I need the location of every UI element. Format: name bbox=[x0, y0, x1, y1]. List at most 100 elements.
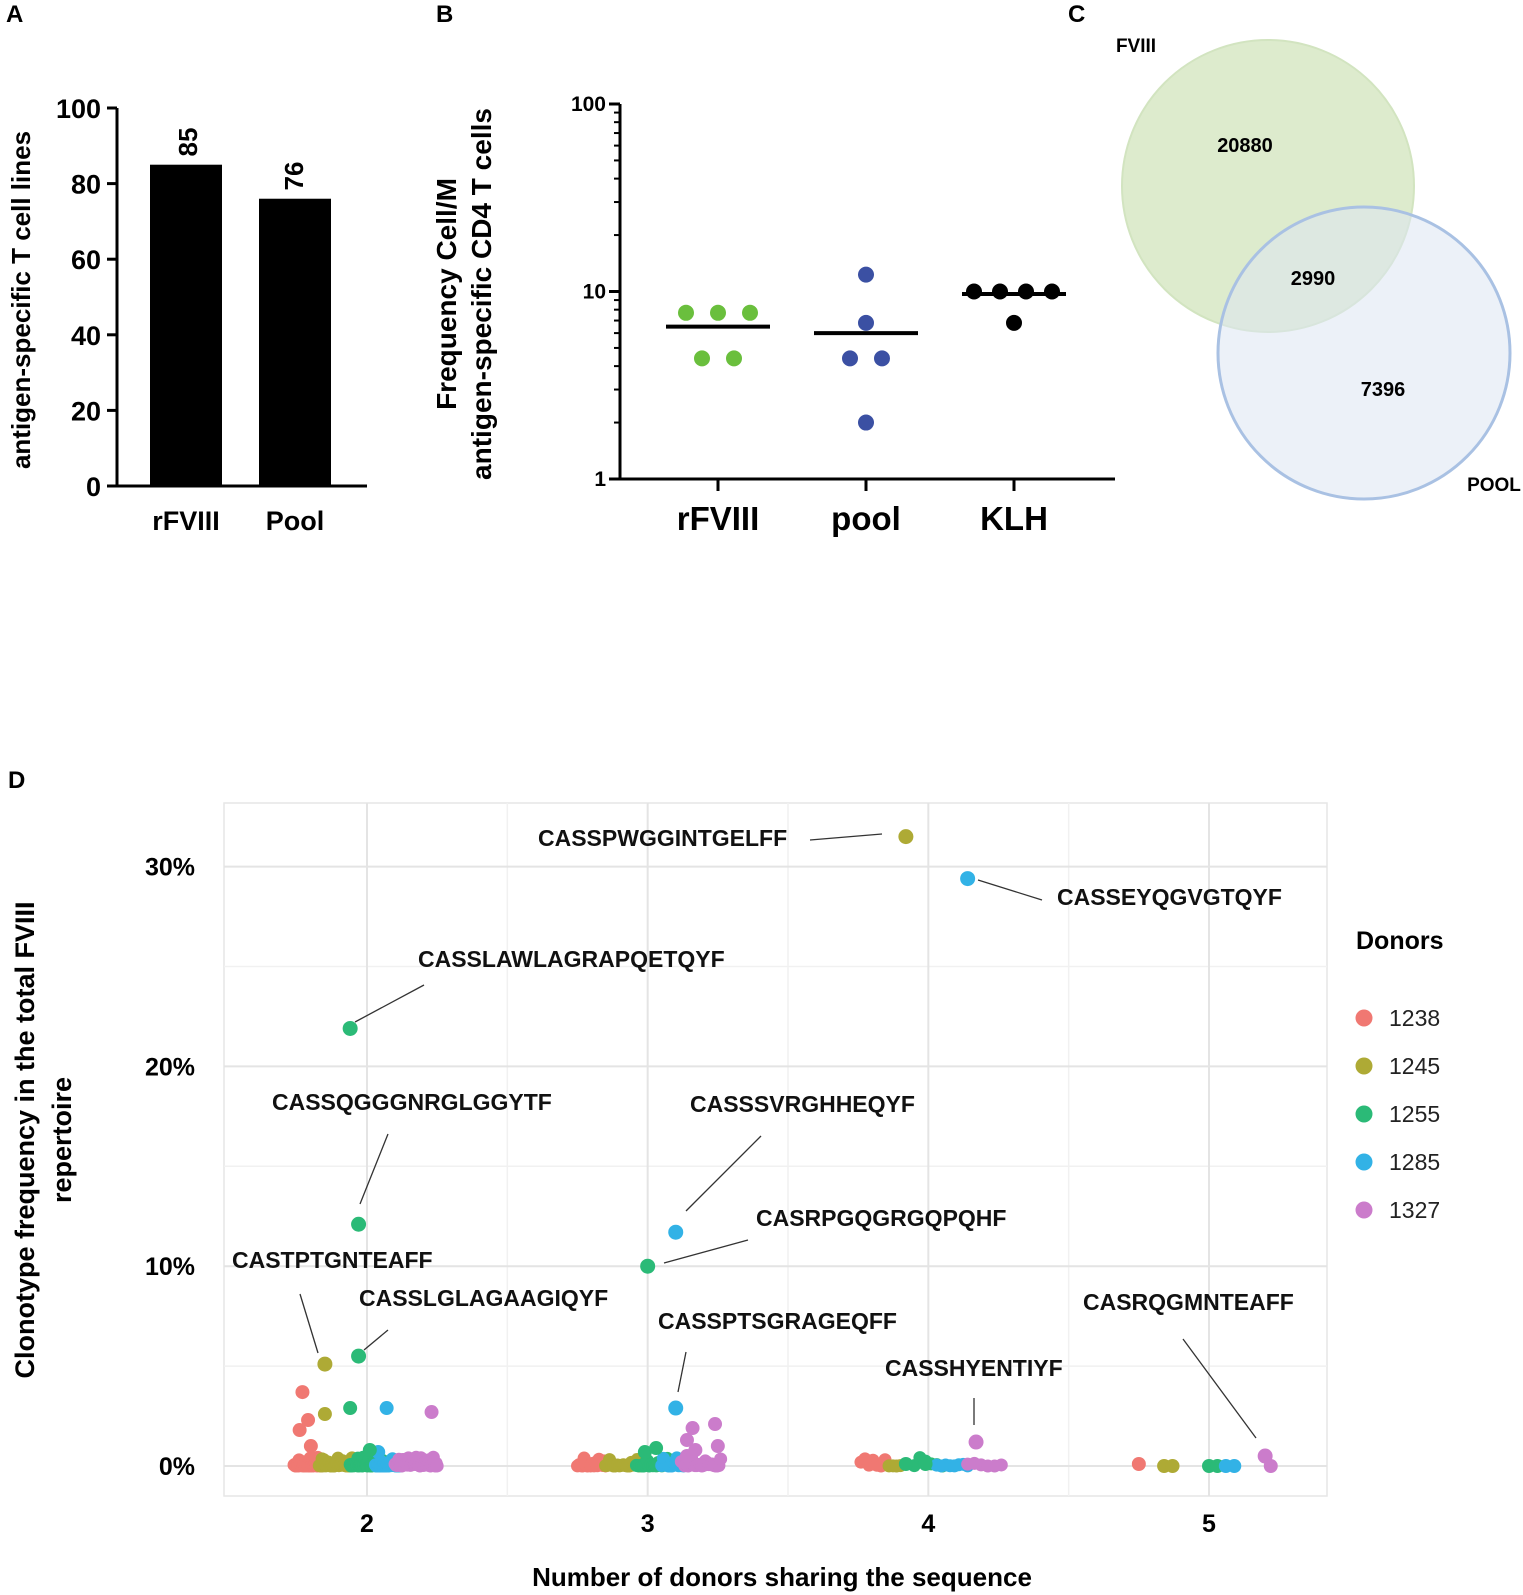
panel-d-labeled-point bbox=[898, 829, 914, 845]
panel-d-leader-line bbox=[977, 879, 1043, 901]
panel-d-labeled-point bbox=[668, 1400, 684, 1416]
panel-d-point-donor-1327 bbox=[710, 1439, 725, 1454]
panel-d-leader-line bbox=[363, 1329, 389, 1351]
panel-b-dot-plot: Frequency Cell/M antigen-specific CD4 T … bbox=[431, 93, 1115, 537]
venn-pool-circle bbox=[1216, 205, 1512, 501]
panel-d-legend-title: Donors bbox=[1356, 927, 1444, 955]
panel-d-labeled-point bbox=[1257, 1448, 1273, 1464]
panel-d-clonotype-label: CASSPWGGINTGELFF bbox=[538, 825, 787, 851]
panel-letter-d: D bbox=[8, 767, 25, 794]
panel-a-y-tick-label: 0 bbox=[86, 472, 101, 502]
panel-d-x-tick-label: 5 bbox=[1202, 1510, 1216, 1538]
panel-d-legend-label-1245: 1245 bbox=[1389, 1053, 1440, 1079]
venn-pool-only-count: 7396 bbox=[1361, 379, 1406, 401]
panel-a-y-tick-label: 40 bbox=[71, 321, 101, 351]
panel-b-point-pool bbox=[858, 314, 874, 331]
panel-d-clonotype-label: CASSEYQGVGTQYF bbox=[1057, 884, 1282, 910]
panel-d-legend-key-1238 bbox=[1355, 1009, 1373, 1027]
panel-d-legend-label-1255: 1255 bbox=[1389, 1101, 1440, 1127]
panel-a-bar-chart: antigen-specific T cell lines 0 20 40 60 80 1… bbox=[6, 94, 367, 536]
panel-d-point-donor-1245 bbox=[317, 1407, 332, 1422]
panel-d-legend-key-1255 bbox=[1355, 1105, 1373, 1123]
panel-d-legend-key-1285 bbox=[1355, 1153, 1373, 1171]
panel-d-y-axis-label-line1: Clonotype frequency in the total FVIII bbox=[10, 901, 40, 1378]
panel-d-point-donor-1238 bbox=[295, 1385, 310, 1400]
panel-d-point-donor-1327 bbox=[679, 1433, 694, 1448]
panel-d-point-donor-1255 bbox=[637, 1445, 652, 1460]
venn-pool-label: POOL bbox=[1467, 475, 1521, 496]
panel-letter-a: A bbox=[6, 1, 23, 28]
panel-d-point-donor-1327 bbox=[994, 1458, 1008, 1472]
panel-a-bar-pool bbox=[259, 198, 331, 486]
panel-b-y-tick-label: 10 bbox=[583, 281, 606, 304]
panel-b-point-pool bbox=[842, 350, 858, 367]
panel-d-x-tick-label: 2 bbox=[360, 1510, 374, 1538]
panel-d-point-donor-1327 bbox=[685, 1421, 700, 1436]
panel-a-x-tick-pool: Pool bbox=[266, 506, 325, 536]
panel-d-clonotype-label: CASSQGGGNRGLGGYTF bbox=[272, 1089, 552, 1115]
panel-d-scatter-plot: Clonotype frequency in the total FVIII r… bbox=[10, 802, 1444, 1592]
panel-d-point-donor-1255 bbox=[898, 1457, 913, 1472]
panel-b-x-tick-klh: KLH bbox=[980, 500, 1048, 537]
panel-a-y-tick-label: 20 bbox=[71, 396, 101, 426]
panel-d-clonotype-label: CASTPTGNTEAFF bbox=[232, 1247, 433, 1273]
panel-b-point-rfviii bbox=[678, 304, 694, 321]
panel-d-x-axis-label: Number of donors sharing the sequence bbox=[532, 1562, 1032, 1592]
panel-d-legend-label-1238: 1238 bbox=[1389, 1005, 1440, 1031]
panel-d-clonotype-label: CASSPTSGRAGEQFF bbox=[658, 1308, 897, 1334]
panel-d-point-donor-1238 bbox=[1131, 1457, 1146, 1472]
panel-b-point-klh bbox=[1044, 283, 1060, 300]
panel-d-leader-line bbox=[359, 1133, 389, 1205]
panel-d-point-donor-1255 bbox=[649, 1441, 664, 1456]
panel-c-venn-diagram: FVIII POOL 20880 2990 7396 bbox=[1116, 36, 1521, 501]
panel-d-y-axis-label-line2: repertoire bbox=[47, 1077, 77, 1203]
panel-d-point-donor-1327 bbox=[424, 1405, 439, 1420]
panel-d-point-donor-1327 bbox=[708, 1417, 723, 1432]
panel-d-y-tick-label: 0% bbox=[159, 1453, 195, 1481]
panel-d-point-donor-1238 bbox=[292, 1423, 307, 1438]
panel-d-point-donor-1255 bbox=[362, 1443, 377, 1458]
panel-b-x-tick-rfviii: rFVIII bbox=[677, 500, 760, 537]
panel-d-y-tick-label: 10% bbox=[145, 1253, 195, 1281]
panel-d-leader-line bbox=[1182, 1338, 1257, 1439]
panel-d-leader-line bbox=[663, 1239, 749, 1264]
panel-a-y-tick-label: 80 bbox=[71, 170, 101, 200]
panel-d-point-donor-1285 bbox=[379, 1401, 394, 1416]
panel-a-bar-rfviii bbox=[150, 164, 222, 486]
panel-d-point-donor-1245 bbox=[1165, 1459, 1180, 1473]
panel-letter-b: B bbox=[436, 1, 453, 28]
panel-d-point-donor-1327 bbox=[714, 1452, 728, 1466]
panel-b-point-pool bbox=[874, 350, 890, 367]
panel-a-y-axis-label: antigen-specific T cell lines bbox=[6, 131, 36, 469]
panel-d-legend-label-1327: 1327 bbox=[1389, 1197, 1440, 1223]
panel-d-clonotype-label: CASRPGQGRGQPQHF bbox=[756, 1205, 1006, 1231]
panel-b-point-klh bbox=[1018, 283, 1034, 300]
panel-d-legend-label-1285: 1285 bbox=[1389, 1149, 1440, 1175]
panel-d-clonotype-label: CASSLGLAGAAGIQYF bbox=[359, 1285, 608, 1311]
panel-d-clonotype-label: CASSSVRGHHEQYF bbox=[690, 1091, 915, 1117]
panel-b-point-pool bbox=[858, 266, 874, 283]
panel-d-clonotype-label: CASSLAWLAGRAPQETQYF bbox=[418, 946, 725, 972]
panel-d-point-donor-1327 bbox=[430, 1459, 444, 1473]
panel-b-point-klh bbox=[966, 283, 982, 300]
panel-d-y-tick-label: 20% bbox=[145, 1053, 195, 1081]
panel-d-labeled-point bbox=[342, 1020, 358, 1036]
panel-d-point-donor-1255 bbox=[343, 1401, 358, 1416]
venn-intersection-count: 2990 bbox=[1291, 268, 1336, 290]
panel-d-point-donor-1238 bbox=[301, 1413, 316, 1428]
panel-d-leader-line bbox=[299, 1293, 319, 1354]
panel-b-y-axis-label-line2: antigen-specific CD4 T cells bbox=[466, 108, 497, 480]
panel-a-y-tick-label: 60 bbox=[71, 245, 101, 275]
panel-a-y-tick-label: 100 bbox=[56, 94, 101, 124]
panel-d-leader-line bbox=[809, 833, 883, 841]
panel-b-point-rfviii bbox=[726, 350, 742, 367]
venn-fviii-only-count: 20880 bbox=[1217, 135, 1273, 157]
panel-d-labeled-point bbox=[960, 871, 976, 887]
panel-d-legend-key-1327 bbox=[1355, 1201, 1373, 1219]
panel-d-x-tick-label: 4 bbox=[921, 1510, 935, 1538]
panel-d-leader-line bbox=[677, 1351, 687, 1393]
panel-d-labeled-point bbox=[351, 1348, 367, 1364]
panel-d-x-tick-label: 3 bbox=[641, 1510, 655, 1538]
panel-d-y-tick-label: 30% bbox=[145, 854, 195, 882]
panel-d-labeled-point bbox=[317, 1356, 333, 1372]
